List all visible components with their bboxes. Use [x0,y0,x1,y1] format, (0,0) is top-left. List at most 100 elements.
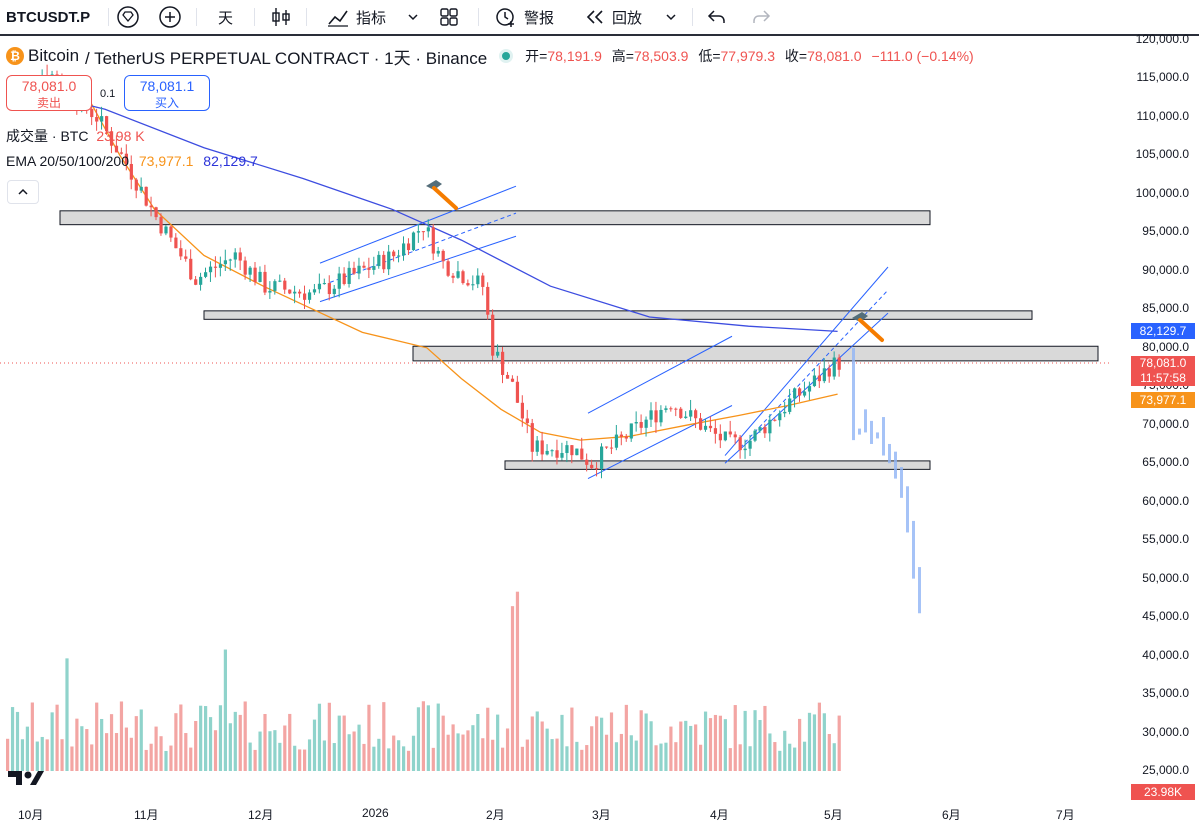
redo-icon[interactable] [750,0,772,34]
symbol-search-button[interactable]: BTCUSDT.P [6,0,90,34]
symbol-legend-row: ₿ Bitcoin / TetherUS PERPETUAL CONTRACT … [6,44,974,68]
interval-button[interactable]: 天 [218,0,233,34]
volume-bar [233,711,237,771]
volume-bar [486,707,490,771]
candle-body [456,271,460,278]
volume-bar [802,741,807,771]
volume-bar [382,702,386,771]
candle-body [303,293,307,300]
templates-dropdown-icon[interactable] [406,0,420,34]
candle-body [406,243,411,251]
volume-bar [639,710,643,771]
price-axis-label: 60,000.0 [1142,493,1189,508]
volume-bar [258,731,262,771]
time-axis-label: 7月 [1056,808,1075,822]
price-axis-label: 100,000.0 [1135,185,1189,200]
volume-bar [159,736,163,771]
collapse-legend-button[interactable] [7,180,39,204]
sell-button[interactable]: 78,081.0 卖出 [6,75,92,111]
candle-body [283,280,287,290]
candle-body [109,131,114,146]
candle-body [654,410,658,423]
candle-body [535,440,539,452]
candle-type-icon[interactable] [270,0,292,34]
candle-body [501,351,505,375]
candle-body [268,290,272,293]
price-axis-label: 115,000.0 [1136,70,1190,85]
candle-body [491,314,495,356]
volume-bar [278,742,282,771]
top-toolbar: BTCUSDT.P 天 指标 警报 回放 [0,0,1199,36]
volume-bar [684,720,688,771]
volume-bar [491,739,495,771]
time-axis-label: 6月 [942,808,961,822]
volume-bar [560,714,564,771]
volume-bar [10,707,15,771]
candle-body [515,381,520,403]
candle-body [367,267,371,270]
volume-bar [768,733,772,771]
volume-bar [476,714,480,771]
hammer-icon [852,312,884,342]
replay-button[interactable]: 回放 [584,0,642,34]
candle-body [208,266,213,273]
volume-bar [451,724,455,771]
volume-bar [753,710,757,771]
price-axis-label: 30,000.0 [1142,724,1189,739]
candle-body [748,440,752,449]
alert-button[interactable]: 警报 [494,0,554,34]
time-axis-label: 10月 [18,808,44,822]
volume-bar [25,726,29,771]
candle-body [807,386,812,392]
volume-bar [218,705,223,771]
volume-bar [743,710,747,771]
candle-body [525,418,529,424]
volume-bar [728,748,732,771]
support-resistance-zones[interactable] [59,210,1099,470]
candle-body [530,423,534,452]
volume-bar [327,702,331,771]
volume-bars [6,591,841,771]
volume-bar [243,701,247,771]
candle-body [169,226,173,238]
alert-label: 警报 [524,9,555,27]
volume-bar [114,733,119,771]
buy-button[interactable]: 78,081.1 买入 [124,75,210,111]
layout-grid-icon[interactable] [438,0,460,34]
indicators-button[interactable]: 指标 [326,0,386,34]
candle-body [624,436,628,439]
bitcoin-logo-icon: ₿ [6,47,24,65]
add-symbol-icon[interactable] [158,0,182,34]
volume-bar [466,730,470,771]
candle-body [684,416,688,418]
volume-bar [317,703,322,771]
candle-body [778,413,782,421]
undo-icon[interactable] [706,0,728,34]
candle-body [327,283,331,295]
candle-body [189,258,193,280]
last-price-tag: 78,081.0 11:57:58 [1131,356,1195,386]
volume-bar [129,737,133,771]
price-chart-canvas[interactable] [0,36,1199,819]
projection-bar [888,443,891,464]
candle-body [580,448,584,460]
volume-bar [332,743,336,771]
projection-bar [894,451,897,479]
compare-symbol-icon[interactable] [116,0,140,34]
candle-body [105,116,109,132]
volume-bar [694,724,698,771]
replay-dropdown-icon[interactable] [664,0,678,34]
sell-price: 78,081.0 [21,78,77,94]
volume-bar [253,749,257,771]
projection-bars [852,347,921,614]
candle-body [595,468,599,470]
projection-bar [906,486,909,533]
ema-slow-price-tag: 82,129.7 [1131,323,1195,339]
trend-channels[interactable] [319,185,889,480]
volume-bar [580,749,584,771]
price-zone-rect [203,310,1033,320]
candle-body [560,453,564,458]
volume-bar [609,712,614,771]
candle-body [134,179,138,191]
candlesticks [6,64,841,479]
